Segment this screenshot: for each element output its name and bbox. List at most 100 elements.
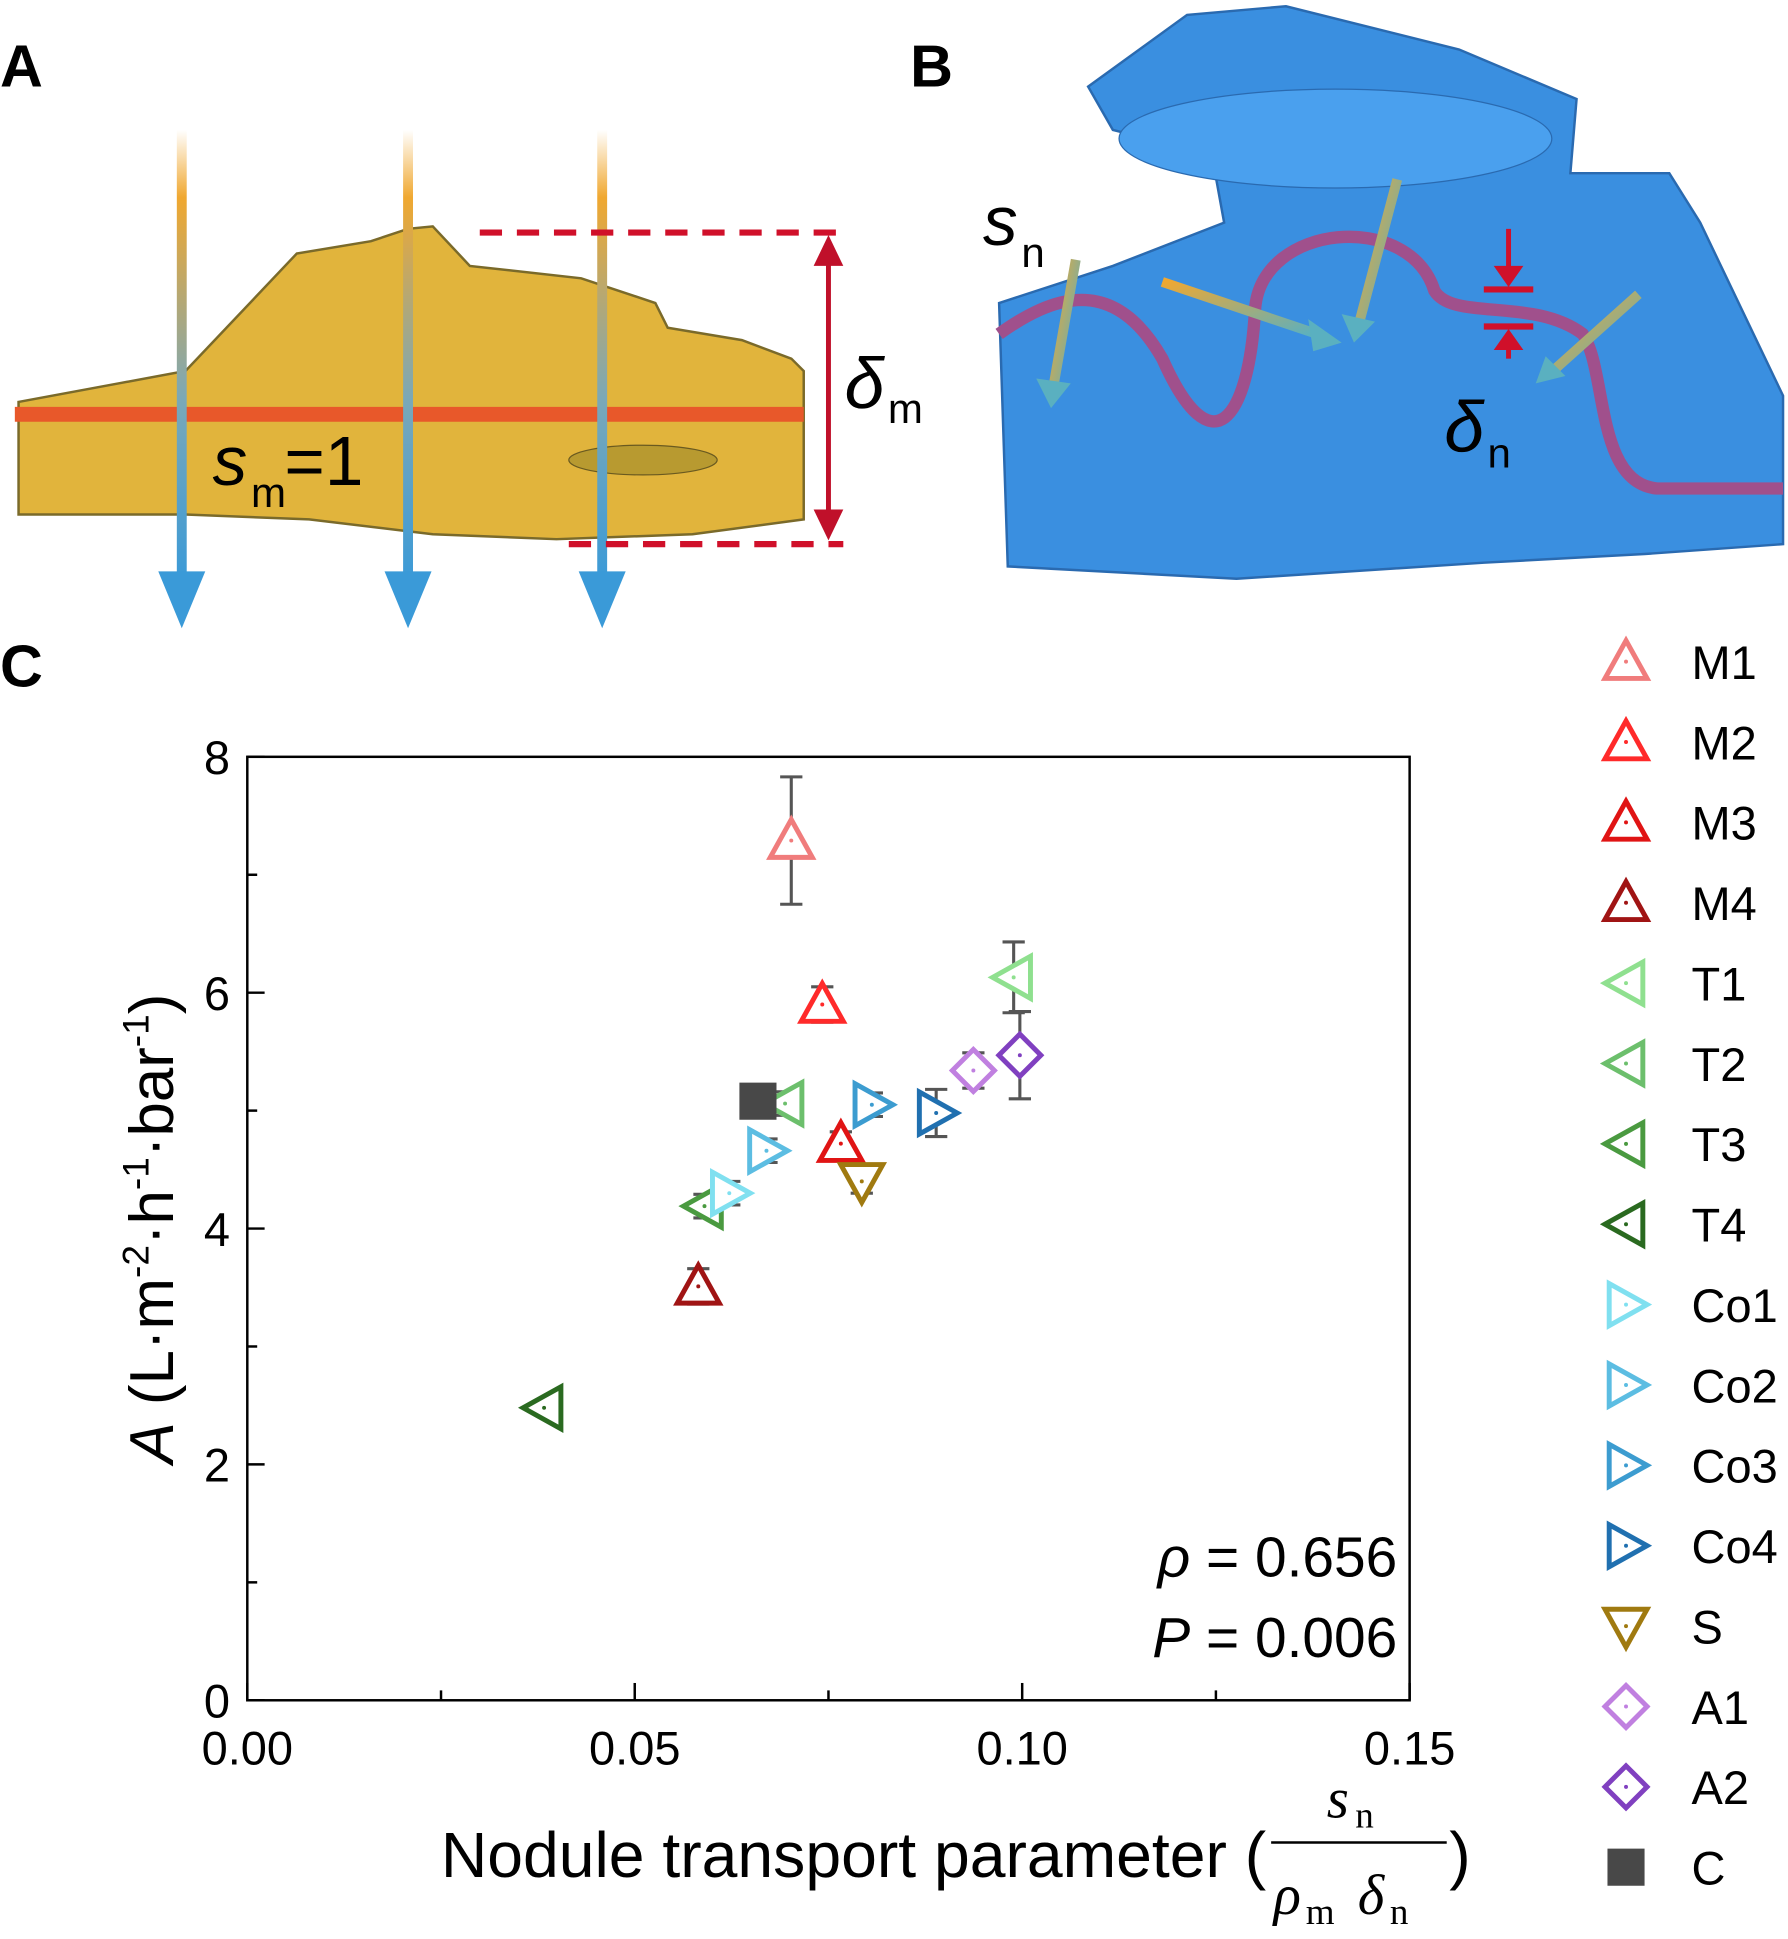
legend-label: M4	[1692, 877, 1757, 930]
y-axis-label: A (L·m-2·h-1·bar-1)	[114, 994, 187, 1468]
s-label: s	[983, 182, 1018, 260]
legend-marker-dot	[1624, 1141, 1628, 1146]
panel-a: A δ m s m =1	[0, 33, 923, 629]
arrow-head	[1308, 319, 1342, 352]
legend-marker	[1600, 1606, 1652, 1653]
y-label-part: -1	[114, 1157, 156, 1190]
legend-label: S	[1692, 1600, 1723, 1653]
y-tick-label: 8	[204, 731, 230, 784]
s-eq: =1	[284, 422, 363, 500]
x-label-den: δ	[1358, 1864, 1386, 1927]
data-point-dot	[702, 1204, 707, 1209]
data-point-dot	[1017, 1053, 1022, 1058]
stat-symbol: P	[1152, 1607, 1190, 1670]
legend-label: T4	[1692, 1199, 1747, 1252]
data-point	[739, 1082, 777, 1120]
arrow-shaft	[1552, 290, 1642, 373]
legend-marker-dot	[1624, 1222, 1628, 1227]
data-point	[673, 1260, 724, 1306]
stat-symbol: ρ	[1156, 1527, 1191, 1590]
legend-marker-dot	[1624, 981, 1628, 986]
delta-label: δ	[845, 344, 886, 424]
y-label-symbol: A	[118, 1422, 187, 1467]
legend-marker	[1607, 1848, 1645, 1886]
data-point-dot	[783, 1101, 788, 1106]
arrow-head	[158, 571, 206, 629]
x-axis-label: Nodule transport parameter (	[441, 1819, 1267, 1891]
legend-marker	[1600, 715, 1652, 762]
data-point	[709, 1167, 756, 1219]
arrow-shaft	[1160, 277, 1319, 339]
legend-marker	[1606, 1359, 1653, 1411]
stat-text: = 0.006	[1190, 1607, 1397, 1670]
legend-marker	[1599, 1038, 1646, 1089]
data-point	[987, 952, 1033, 1003]
legend-label: Co4	[1692, 1520, 1778, 1573]
x-label-den-sub: n	[1390, 1892, 1409, 1933]
y-tick-label: 2	[204, 1439, 230, 1492]
data-point	[766, 814, 817, 860]
data-point-dot	[869, 1102, 874, 1107]
legend-marker	[1606, 1520, 1653, 1571]
legend-marker	[1599, 957, 1646, 1009]
y-tick-label: 6	[204, 967, 230, 1020]
x-tick-label: 0.15	[1364, 1722, 1455, 1775]
delta-sub: n	[1488, 429, 1511, 476]
x-label-num-sub: n	[1355, 1796, 1374, 1837]
stat-annotation: P = 0.006	[1152, 1607, 1397, 1670]
data-point	[758, 1078, 805, 1129]
legend-marker-dot	[1624, 1704, 1628, 1709]
legend-label: M2	[1692, 716, 1757, 769]
data-point	[852, 1079, 898, 1130]
data-point-dot	[838, 1141, 843, 1146]
data-point-dot	[542, 1405, 547, 1410]
legend-label: M1	[1692, 636, 1757, 689]
legend-marker-dot	[1624, 740, 1628, 744]
panel-b: B s n δ n	[910, 5, 1785, 581]
data-point-dot	[971, 1068, 976, 1073]
legend-marker-dot	[1624, 1302, 1628, 1307]
x-tick-label: 0.00	[202, 1722, 293, 1775]
x-label-den-sub: m	[1306, 1892, 1335, 1933]
arrow-head	[578, 571, 626, 629]
legend-label: Co3	[1692, 1440, 1778, 1493]
panel-label: B	[910, 33, 953, 100]
legend-marker-dot	[1624, 820, 1628, 825]
panel-label: C	[0, 632, 43, 699]
legend-label: C	[1692, 1842, 1726, 1895]
legend-marker-dot	[1624, 1543, 1628, 1548]
legend-marker-dot	[1624, 1061, 1628, 1066]
legend-marker-dot	[1624, 659, 1628, 664]
data-point-dot	[859, 1179, 864, 1184]
arrow-shaft	[1048, 258, 1081, 387]
legend-marker	[1600, 876, 1652, 923]
legend-marker	[1600, 635, 1652, 681]
arrow-head	[1493, 328, 1524, 351]
delta-label: δ	[1444, 387, 1485, 467]
data-point-dot	[789, 838, 794, 843]
y-label-part: ·h	[118, 1190, 187, 1245]
data-point	[747, 1125, 793, 1176]
s-label: s	[213, 422, 248, 500]
arrow-shaft	[403, 129, 413, 582]
nodule-cap	[1118, 88, 1553, 189]
data-point	[797, 978, 848, 1024]
flow-arrows	[158, 129, 626, 629]
x-tick-label: 0.05	[589, 1722, 680, 1775]
legend-label: T2	[1692, 1038, 1747, 1091]
legend-marker	[1599, 1198, 1646, 1250]
y-tick-label: 0	[204, 1675, 230, 1728]
legend-marker-dot	[1624, 1382, 1628, 1387]
panel-label: A	[0, 33, 43, 100]
y-label-part: -1	[114, 1014, 156, 1047]
arrow-shaft	[176, 129, 187, 582]
data-point	[517, 1382, 564, 1434]
data-point-dot	[764, 1148, 769, 1153]
legend-marker-dot	[1624, 1624, 1628, 1629]
s-sub: m	[251, 469, 286, 516]
legend-marker-dot	[1624, 900, 1628, 905]
data-point	[836, 1162, 888, 1208]
x-label-num: s	[1327, 1768, 1349, 1831]
